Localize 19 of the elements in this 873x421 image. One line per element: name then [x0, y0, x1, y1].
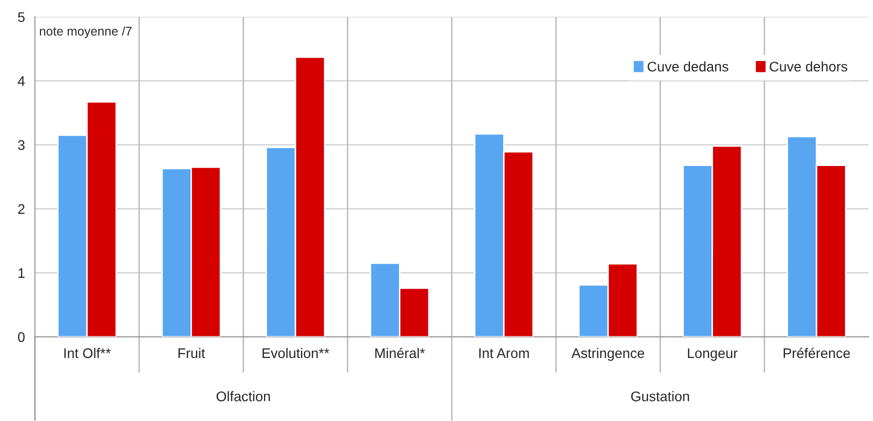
x-tick-label: Longeur — [688, 348, 738, 361]
y-tick-label: 1 — [18, 268, 25, 278]
x-tick-label: Evolution** — [262, 348, 330, 358]
y-tick-label: 0 — [18, 332, 25, 342]
x-tick-label: Int Olf** — [64, 348, 111, 358]
legend-label: Cuve dedans — [648, 61, 728, 72]
y-axis-title: note moyenne /7 — [40, 26, 132, 38]
y-tick-label: 4 — [18, 76, 25, 86]
legend-label: Cuve dehors — [770, 61, 848, 72]
y-tick-label: 3 — [18, 140, 25, 150]
x-tick-label: Fruit — [178, 348, 206, 358]
text: Gustation — [631, 391, 690, 402]
y-tick-label: 2 — [18, 204, 24, 214]
text: Olfaction — [216, 391, 270, 402]
x-tick-label: Préférence — [784, 348, 850, 358]
y-tick-label: 5 — [18, 12, 25, 22]
x-tick-label: Minéral* — [375, 348, 425, 358]
x-tick-label: Int Arom — [479, 348, 529, 358]
x-tick-label: Astringence — [571, 348, 644, 361]
